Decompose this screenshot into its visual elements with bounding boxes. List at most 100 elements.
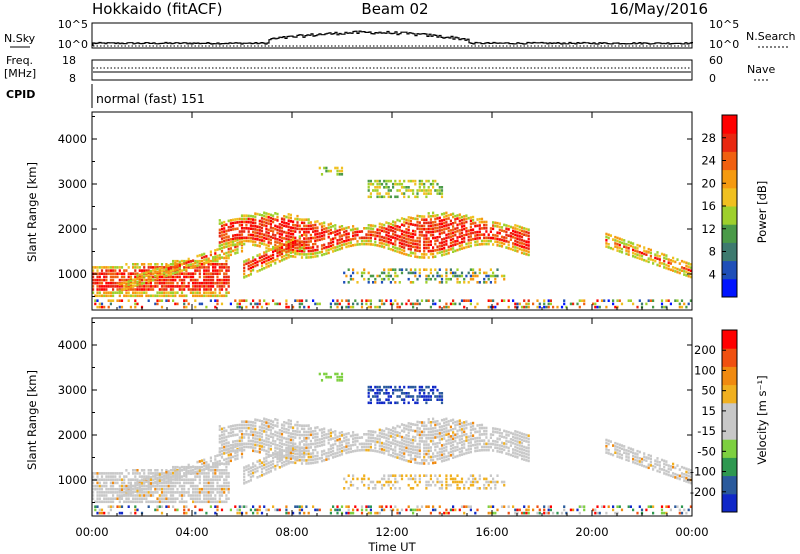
power-cell [298, 235, 301, 238]
power-cell [229, 228, 232, 232]
power-cell [369, 179, 372, 183]
power-cell [427, 192, 430, 195]
velocity-cell [414, 508, 417, 512]
power-cell [407, 247, 410, 251]
velocity-cell [225, 497, 228, 500]
power-cell [387, 277, 390, 281]
power-cell [109, 302, 112, 306]
velocity-cell [309, 458, 312, 462]
velocity-cell [289, 454, 292, 458]
velocity-cell [194, 494, 197, 497]
power-cell [514, 227, 517, 230]
velocity-cell [254, 434, 257, 437]
velocity-cell [305, 437, 308, 440]
power-cell [376, 244, 379, 247]
power-cell [400, 242, 404, 245]
power-cell [369, 305, 372, 309]
power-cell [272, 230, 275, 233]
power-cell [303, 224, 306, 228]
power-cell [203, 269, 206, 272]
velocity-cell [367, 445, 370, 449]
power-cell [289, 232, 292, 236]
power-cell [383, 236, 386, 239]
power-cell [472, 268, 475, 271]
velocity-cell [283, 460, 286, 464]
velocity-cell [227, 462, 230, 466]
power-cell [416, 243, 419, 246]
velocity-cell [394, 474, 397, 477]
power-cell [447, 251, 450, 255]
power-cell [669, 302, 672, 306]
velocity-cell [196, 467, 199, 470]
power-cell [169, 294, 172, 298]
velocity-cell [209, 487, 212, 491]
power-cell [392, 226, 395, 230]
velocity-cell [398, 453, 401, 457]
power-cell [289, 216, 292, 220]
velocity-cell [447, 423, 450, 426]
velocity-cell [407, 434, 410, 438]
velocity-cell [400, 429, 404, 433]
power-cell [356, 227, 359, 231]
velocity-cell [216, 508, 219, 512]
power-cell [525, 246, 528, 250]
velocity-cell [152, 491, 155, 494]
power-cell [185, 264, 188, 268]
power-cell [392, 245, 395, 249]
power-cell [174, 294, 177, 298]
velocity-cell [134, 505, 137, 508]
velocity-cell [272, 456, 275, 459]
power-cell [445, 227, 448, 230]
velocity-cell [400, 477, 404, 481]
velocity-cell [320, 459, 324, 463]
velocity-cell [183, 478, 186, 481]
power-cell [218, 241, 221, 244]
velocity-cell [378, 511, 381, 515]
velocity-cell [240, 429, 244, 433]
power-cell [272, 217, 275, 221]
velocity-cell [352, 508, 355, 512]
power-cell [465, 233, 468, 236]
power-cell [467, 242, 470, 245]
power-cell [260, 261, 264, 265]
power-cell [207, 278, 210, 282]
power-cell [269, 213, 272, 217]
power-cell [156, 263, 159, 266]
velocity-cell [203, 500, 206, 504]
power-cell [365, 302, 368, 306]
power-cell [258, 244, 261, 248]
velocity-cell [156, 480, 159, 483]
velocity-cell [285, 431, 288, 434]
power-cell [516, 231, 519, 234]
power-cell [674, 266, 677, 270]
power-cell [345, 229, 348, 233]
power-cell [218, 278, 221, 282]
power-cell [425, 192, 428, 195]
velocity-cell [418, 395, 421, 398]
velocity-cell [276, 437, 279, 441]
power-cell [147, 276, 150, 280]
power-cell [236, 217, 239, 221]
colorbar-tick-label: 8 [709, 245, 716, 259]
power-cell [214, 258, 217, 262]
velocity-cell [225, 451, 228, 454]
velocity-cell [300, 424, 304, 427]
power-cell [596, 305, 599, 309]
power-cell [278, 260, 281, 263]
velocity-cell [172, 475, 175, 478]
power-cell [443, 250, 446, 253]
velocity-cell [220, 440, 224, 443]
power-cell [192, 285, 195, 288]
power-cell [405, 243, 408, 247]
power-cell [496, 274, 499, 278]
power-cell [267, 261, 270, 265]
power-cell [123, 275, 126, 279]
power-cell [225, 288, 228, 291]
power-cell [445, 240, 448, 243]
velocity-cell [416, 449, 419, 452]
power-cell [167, 294, 170, 298]
velocity-cell [378, 505, 381, 508]
power-cell [552, 305, 555, 309]
velocity-cell [363, 433, 366, 436]
power-cell [483, 236, 486, 240]
